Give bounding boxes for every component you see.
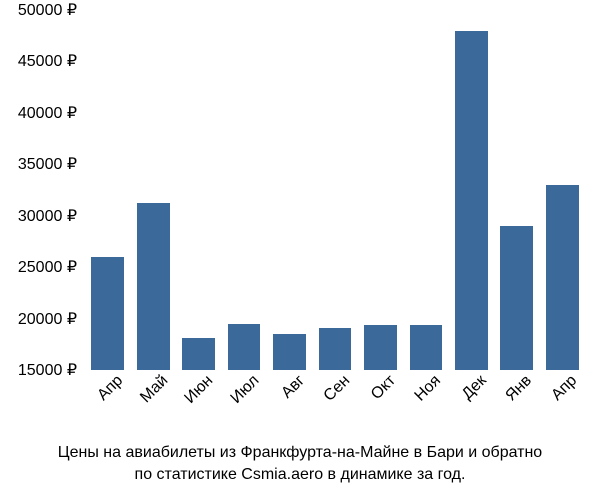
x-tick-label: Апр xyxy=(548,372,581,405)
x-tick-label: Сен xyxy=(320,372,353,405)
y-tick-label: 35000 ₽ xyxy=(0,154,85,174)
bar xyxy=(319,328,352,370)
x-tick-label: Май xyxy=(137,372,172,407)
y-tick-label: 15000 ₽ xyxy=(0,360,85,380)
bar xyxy=(500,226,533,370)
x-tick-label: Янв xyxy=(502,372,535,405)
bar xyxy=(364,325,397,370)
bar xyxy=(273,334,306,370)
y-tick-label: 45000 ₽ xyxy=(0,51,85,71)
x-tick-label: Июн xyxy=(182,372,218,408)
x-tick-label: Авг xyxy=(278,372,308,402)
bar xyxy=(137,203,170,370)
y-tick-label: 50000 ₽ xyxy=(0,0,85,20)
bar xyxy=(228,324,261,370)
x-tick-label: Окт xyxy=(367,372,399,404)
caption-line-1: Цены на авиабилеты из Франкфурта-на-Майн… xyxy=(0,442,600,464)
y-tick-label: 30000 ₽ xyxy=(0,206,85,226)
bars-container xyxy=(85,10,585,370)
bar xyxy=(182,338,215,370)
x-tick-label: Дек xyxy=(458,372,490,404)
plot-area: 15000 ₽20000 ₽25000 ₽30000 ₽35000 ₽40000… xyxy=(85,10,585,370)
y-tick-label: 40000 ₽ xyxy=(0,103,85,123)
x-tick-label: Апр xyxy=(94,372,127,405)
x-axis-labels: Апр Май ИюнИюл Авг Сен Окт Ноя Дек Янв Апр xyxy=(85,372,585,432)
y-tick-label: 20000 ₽ xyxy=(0,309,85,329)
x-tick-label: Ноя xyxy=(411,372,444,405)
bar xyxy=(546,185,579,370)
y-tick-label: 25000 ₽ xyxy=(0,257,85,277)
bar xyxy=(455,31,488,370)
x-tick-label: Июл xyxy=(227,372,263,408)
caption-line-2: по статистике Csmia.aero в динамике за г… xyxy=(0,464,600,486)
price-chart: 15000 ₽ 20000 ₽ 25000 ₽ 30000 ₽ 35000 ₽ 40000… xyxy=(0,0,600,500)
bar xyxy=(410,325,443,370)
bar xyxy=(91,257,124,370)
